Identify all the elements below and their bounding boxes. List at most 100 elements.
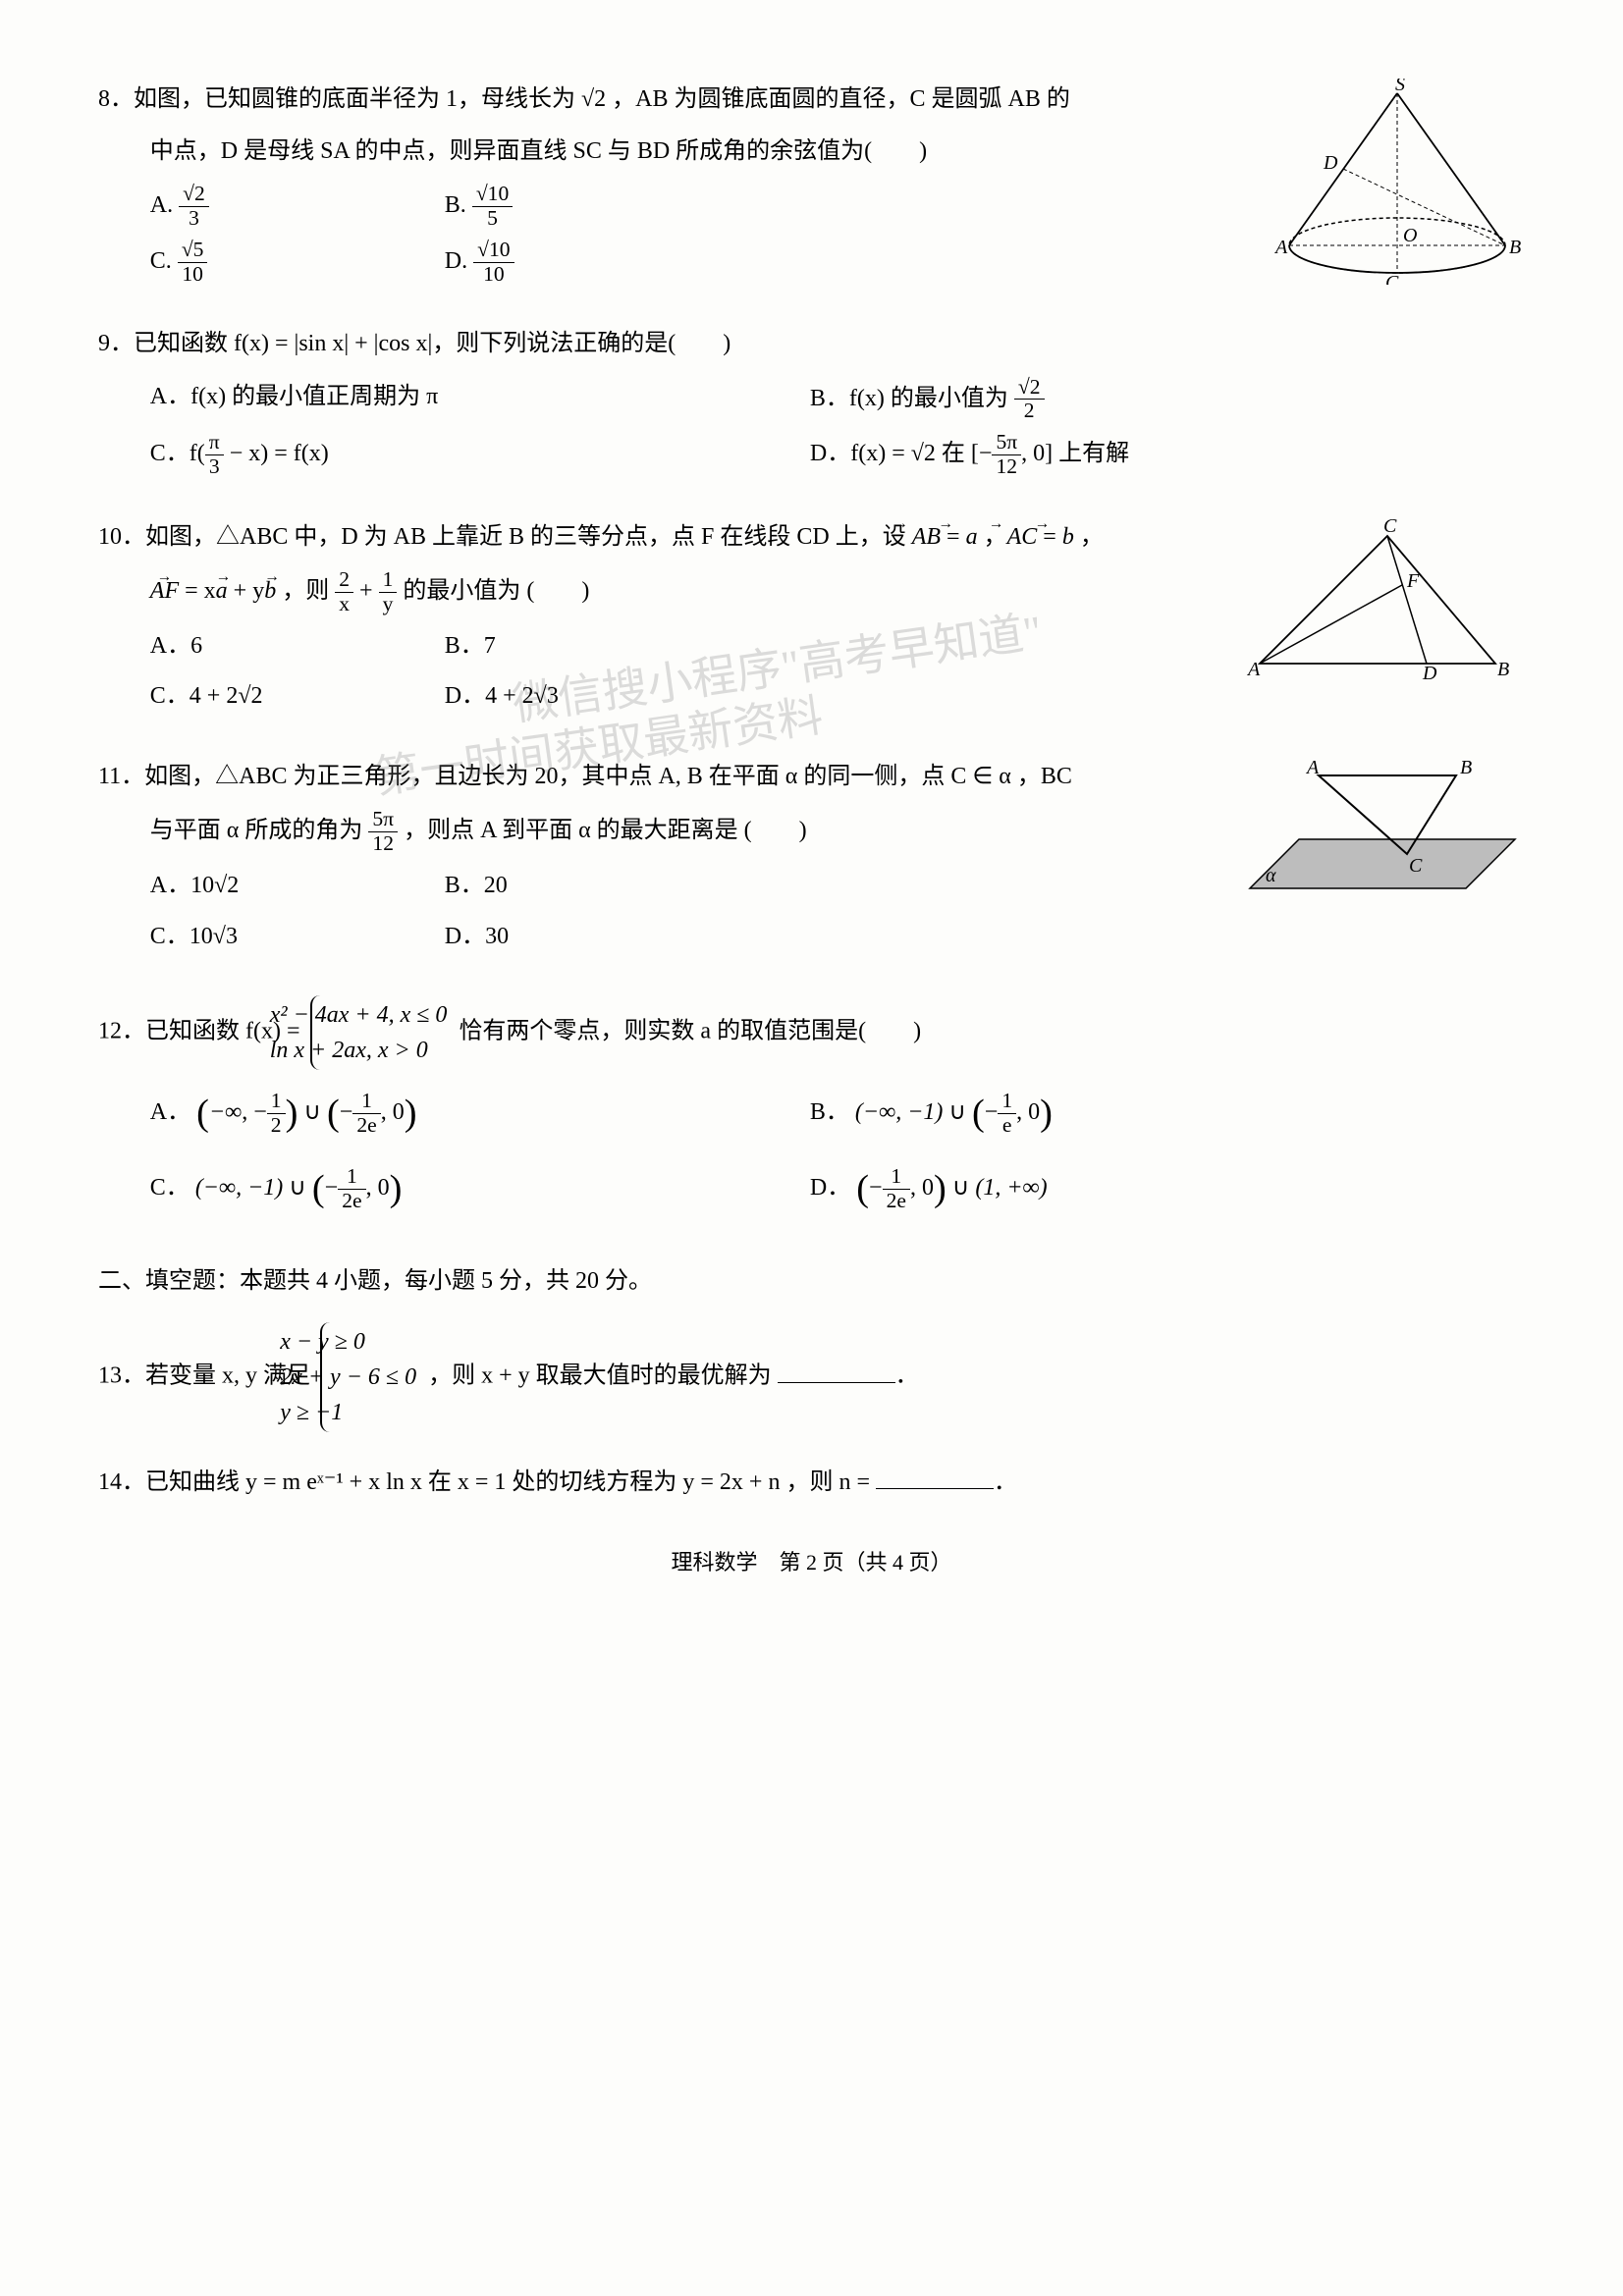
question-11: A B C α 11．如图，△ABC 为正三角形，且边长为 20，其中点 A, …: [98, 756, 1525, 966]
q9-optC-den: 3: [205, 455, 224, 479]
q9-optB-den: 2: [1014, 400, 1045, 423]
question-13: 13．若变量 x, y 满足 x − y ≥ 0 2x + y − 6 ≤ 0 …: [98, 1322, 1525, 1432]
q12-d-p2: (1, +∞): [975, 1175, 1047, 1201]
triangle-figure: A B C D F: [1230, 516, 1525, 683]
q12-b-p1: (−∞, −1): [855, 1099, 943, 1125]
q10-option-d: D．4 + 2√3: [445, 675, 739, 718]
q11-angle-num: 5π: [368, 808, 398, 832]
q12-optD-label: D．: [810, 1175, 850, 1201]
q9-stem: 已知函数 f(x) = |sin x| + |cos x|，则下列说法正确的是(…: [134, 331, 730, 356]
q12-brace-1: x² − 4ax + 4, x ≤ 0: [322, 997, 448, 1033]
q12-b-p2h: 0: [1028, 1099, 1040, 1125]
q9-number: 9．: [98, 331, 134, 356]
svg-text:C: C: [1383, 516, 1397, 537]
q12-c-p1: (−∞, −1): [195, 1175, 283, 1201]
q12-a-p2h: 0: [393, 1099, 405, 1125]
q12-d-p1h: 0: [922, 1175, 934, 1201]
q8-number: 8．: [98, 86, 134, 112]
q14-stem-before: 已知曲线 y = m eˣ⁻¹ + x ln x 在 x = 1 处的切线方程为…: [145, 1469, 876, 1495]
question-8: S A B C D O 8．如图，已知圆锥的底面半径为 1，母线长为 √2 ，A…: [98, 79, 1525, 294]
question-12: 12．已知函数 f(x) = x² − 4ax + 4, x ≤ 0 ln x …: [98, 995, 1525, 1231]
q13-blank: [778, 1359, 895, 1383]
q10-yb: + y: [228, 578, 265, 604]
cone-figure: S A B C D O: [1270, 79, 1525, 285]
q10-vec-ab: AB: [912, 524, 941, 550]
q10-then: ，则: [276, 578, 335, 604]
q9-option-c: C．f(π3 − x) = f(x): [150, 431, 810, 479]
q10-option-a: A．6: [150, 625, 445, 667]
svg-text:B: B: [1509, 237, 1521, 258]
q10-f1d: x: [335, 593, 353, 616]
q10-f1n: 2: [335, 568, 353, 593]
q13-suffix-after: ．: [895, 1363, 919, 1389]
q12-piecewise: x² − 4ax + 4, x ≤ 0 ln x + 2ax, x > 0: [310, 995, 454, 1070]
q9-optC-num: π: [205, 431, 224, 455]
q8-optA-label: A.: [150, 192, 173, 218]
svg-text:S: S: [1395, 79, 1405, 95]
q13-brace-2: 2x + y − 6 ≤ 0: [332, 1360, 416, 1395]
q12-c-p2h: 0: [378, 1175, 390, 1201]
q8-stem-line2: 中点，D 是母线 SA 的中点，则异面直线 SC 与 BD 所成角的余弦值为( …: [150, 138, 927, 164]
q9-optD-den: 12: [992, 455, 1021, 479]
q9-optD-suffix: , 0] 上有解: [1021, 441, 1129, 466]
q10-stem1-prefix: 如图，△ABC 中，D 为 AB 上靠近 B 的三等分点，点 F 在线段 CD …: [145, 524, 912, 550]
q8-optB-num: √10: [472, 183, 513, 207]
q12-c-p2ln: 1: [338, 1165, 365, 1190]
q11-option-a: A．10√2: [150, 865, 445, 907]
q12-optA-label: A．: [150, 1099, 190, 1125]
q12-optB-label: B．: [810, 1099, 849, 1125]
q8-option-d: D. √1010: [445, 239, 739, 287]
q9-option-d: D．f(x) = √2 在 [−5π12, 0] 上有解: [810, 431, 1470, 479]
question-9: 9．已知函数 f(x) = |sin x| + |cos x|，则下列说法正确的…: [98, 323, 1525, 486]
q13-suffix-before: ，则 x + y 取最大值时的最优解为: [428, 1363, 778, 1389]
q12-optC-label: C．: [150, 1175, 189, 1201]
q8-option-a: A. √23: [150, 183, 445, 231]
q9-optB-num: √2: [1014, 376, 1045, 400]
q12-option-a: A． (−∞, −12) ∪ (−12e, 0): [150, 1080, 810, 1148]
q8-optB-den: 5: [472, 207, 513, 231]
q8-optC-label: C.: [150, 248, 172, 274]
q8-optD-label: D.: [445, 248, 467, 274]
q12-option-c: C． (−∞, −1) ∪ (−12e, 0): [150, 1155, 810, 1223]
q11-number: 11．: [98, 764, 144, 789]
q11-suffix: ，则点 A 到平面 α 的最大距离是 ( ): [398, 818, 807, 843]
q8-option-c: C. √510: [150, 239, 445, 287]
q10-comma2: ，: [1074, 524, 1104, 550]
plane-figure: A B C α: [1230, 756, 1525, 913]
q13-brace-1: x − y ≥ 0: [332, 1324, 416, 1360]
q9-option-b: B．f(x) 的最小值为 √22: [810, 376, 1470, 424]
svg-text:D: D: [1422, 663, 1437, 683]
page-footer: 理科数学 第 2 页（共 4 页）: [98, 1543, 1525, 1582]
q12-a-p1lo: −∞: [209, 1099, 242, 1125]
q10-vec-ac: AC: [1007, 524, 1038, 550]
q12-brace-2: ln x + 2ax, x > 0: [322, 1033, 448, 1068]
q12-c-p2ld: 2e: [338, 1190, 365, 1213]
q8-optC-den: 10: [178, 263, 208, 287]
q12-a-p1hd: 2: [267, 1114, 286, 1138]
q9-option-a: A．f(x) 的最小值正周期为 π: [150, 376, 810, 424]
q13-constraints: x − y ≥ 0 2x + y − 6 ≤ 0 y ≥ −1: [320, 1322, 422, 1432]
q8-option-b: B. √105: [445, 183, 739, 231]
q10-option-c: C．4 + 2√2: [150, 675, 445, 718]
q14-blank: [876, 1465, 994, 1489]
svg-text:O: O: [1403, 225, 1417, 246]
svg-text:C: C: [1409, 855, 1423, 877]
svg-text:α: α: [1266, 865, 1276, 886]
q13-number: 13．: [98, 1363, 145, 1389]
q8-stem-line1: 如图，已知圆锥的底面半径为 1，母线长为 √2 ，AB 为圆锥底面圆的直径，C …: [134, 86, 1070, 112]
q12-d-p1ld: 2e: [883, 1190, 910, 1213]
svg-text:A: A: [1273, 237, 1288, 258]
q9-optB-prefix: B．f(x) 的最小值为: [810, 385, 1014, 410]
q11-option-c: C．10√3: [150, 916, 445, 958]
q12-option-d: D． (−12e, 0) ∪ (1, +∞): [810, 1155, 1470, 1223]
q12-b-p2ln: 1: [998, 1090, 1016, 1114]
q12-a-p2ln: 1: [352, 1090, 380, 1114]
q8-optA-den: 3: [179, 207, 209, 231]
q9-optC-prefix: C．f(: [150, 441, 205, 466]
q11-angle-den: 12: [368, 832, 398, 856]
q12-b-p2ld: e: [998, 1114, 1016, 1138]
q8-optB-label: B.: [445, 192, 466, 218]
svg-text:A: A: [1246, 659, 1261, 680]
q8-optD-den: 10: [473, 263, 514, 287]
q12-number: 12．: [98, 1018, 145, 1043]
